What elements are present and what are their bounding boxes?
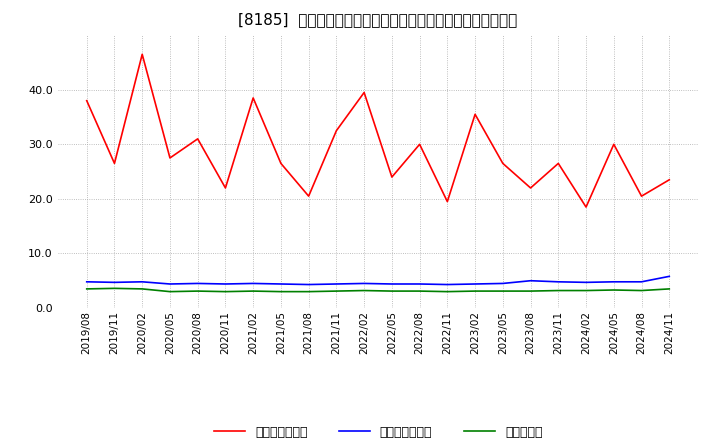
- 売上債権回転率: [332, 128, 341, 133]
- 買入債務回転率: [471, 281, 480, 286]
- 買入債務回転率: [498, 281, 507, 286]
- 買入債務回転率: [665, 274, 674, 279]
- 売上債権回転率: [554, 161, 562, 166]
- 在庫回転率: [582, 288, 590, 293]
- 在庫回転率: [498, 289, 507, 294]
- 在庫回転率: [387, 289, 396, 294]
- 在庫回転率: [443, 289, 451, 294]
- 売上債権回転率: [166, 155, 174, 161]
- 売上債権回転率: [637, 194, 646, 199]
- 買入債務回転率: [582, 280, 590, 285]
- Legend: 売上債権回転率, 買入債務回転率, 在庫回転率: 売上債権回転率, 買入債務回転率, 在庫回転率: [209, 421, 547, 440]
- Line: 売上債権回転率: 売上債権回転率: [86, 54, 670, 207]
- 買入債務回転率: [387, 281, 396, 286]
- Title: [8185]  売上債権回転率、買入債務回転率、在庫回転率の推移: [8185] 売上債権回転率、買入債務回転率、在庫回転率の推移: [238, 12, 518, 27]
- 在庫回転率: [249, 289, 258, 294]
- 買入債務回転率: [415, 281, 424, 286]
- 在庫回転率: [471, 289, 480, 294]
- 売上債権回転率: [110, 161, 119, 166]
- 買入債務回転率: [609, 279, 618, 284]
- 売上債権回転率: [138, 51, 147, 57]
- 売上債権回転率: [82, 98, 91, 103]
- 買入債務回転率: [637, 279, 646, 284]
- 買入債務回転率: [526, 278, 535, 283]
- 売上債権回転率: [526, 185, 535, 191]
- 買入債務回転率: [138, 279, 147, 284]
- 買入債務回転率: [554, 279, 562, 284]
- 在庫回転率: [110, 286, 119, 291]
- 在庫回転率: [665, 286, 674, 292]
- 在庫回転率: [415, 289, 424, 294]
- 在庫回転率: [360, 288, 369, 293]
- 買入債務回転率: [166, 281, 174, 286]
- 売上債権回転率: [582, 205, 590, 210]
- 在庫回転率: [82, 286, 91, 292]
- 在庫回転率: [221, 289, 230, 294]
- 買入債務回転率: [82, 279, 91, 284]
- 売上債権回転率: [443, 199, 451, 204]
- 在庫回転率: [554, 288, 562, 293]
- 売上債権回転率: [276, 161, 285, 166]
- Line: 買入債務回転率: 買入債務回転率: [86, 276, 670, 285]
- 売上債権回転率: [360, 90, 369, 95]
- 買入債務回転率: [443, 282, 451, 287]
- Line: 在庫回転率: 在庫回転率: [86, 288, 670, 292]
- 売上債権回転率: [194, 136, 202, 142]
- 売上債権回転率: [498, 161, 507, 166]
- 在庫回転率: [194, 289, 202, 294]
- 買入債務回転率: [360, 281, 369, 286]
- 売上債権回転率: [305, 194, 313, 199]
- 買入債務回転率: [276, 281, 285, 286]
- 在庫回転率: [305, 289, 313, 294]
- 売上債権回転率: [221, 185, 230, 191]
- 売上債権回転率: [609, 142, 618, 147]
- 買入債務回転率: [194, 281, 202, 286]
- 買入債務回転率: [305, 282, 313, 287]
- 在庫回転率: [526, 289, 535, 294]
- 在庫回転率: [332, 289, 341, 294]
- 在庫回転率: [166, 289, 174, 294]
- 在庫回転率: [138, 286, 147, 292]
- 買入債務回転率: [221, 281, 230, 286]
- 買入債務回転率: [332, 281, 341, 286]
- 在庫回転率: [609, 287, 618, 293]
- 在庫回転率: [637, 288, 646, 293]
- 買入債務回転率: [249, 281, 258, 286]
- 売上債権回転率: [415, 142, 424, 147]
- 売上債権回転率: [387, 174, 396, 180]
- 在庫回転率: [276, 289, 285, 294]
- 売上債権回転率: [665, 177, 674, 183]
- 売上債権回転率: [471, 112, 480, 117]
- 買入債務回転率: [110, 280, 119, 285]
- 売上債権回転率: [249, 95, 258, 101]
